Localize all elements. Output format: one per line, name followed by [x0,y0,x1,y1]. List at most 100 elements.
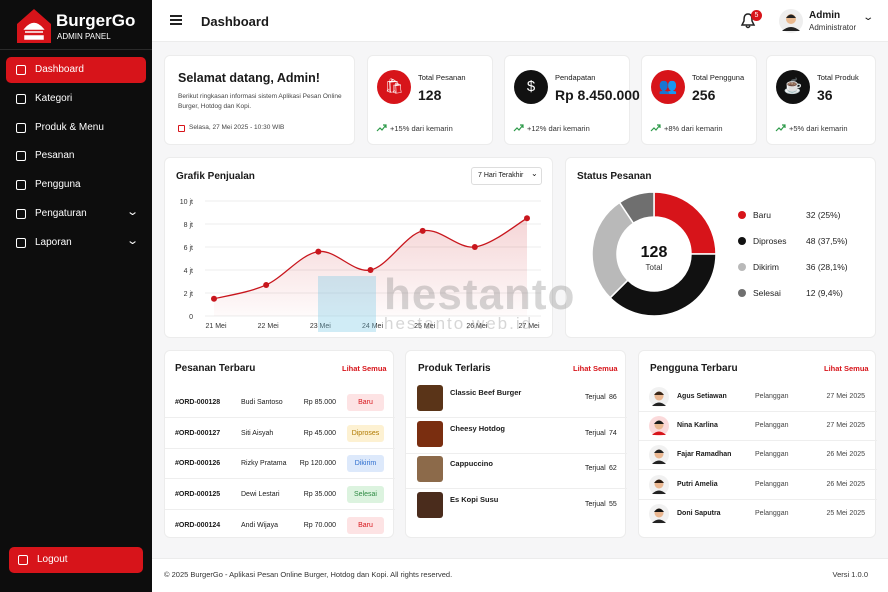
sold-label: Terjual [585,501,606,509]
brand-name: BurgerGo [56,11,136,30]
order-id: #ORD-000124 [175,521,221,529]
logo-burger [23,22,45,40]
watermark-text: hestanto [384,270,576,319]
user-name: Agus Setiawan [677,393,727,400]
user-row: Putri Amelia Pelanggan 26 Mei 2025 [639,471,877,500]
stat-icon: $ [514,70,548,104]
user-date: 26 Mei 2025 [826,480,865,488]
avatar-body [652,460,666,465]
sales-chart: 0 2 jt 4 jt 6 jt 8 jt 10 jt 21 Mei 22 Mei 23 Mei… [180,199,541,330]
order-total: Rp 70.000 [303,521,336,529]
menu-item[interactable]: Kategori [6,86,146,112]
user-name: Putri Amelia [677,480,718,488]
menu-label: Pengaturan [35,208,87,219]
stat-icon: ☕ [776,70,810,104]
menu-toggle-mid [170,19,182,21]
y-tick-label: 10 jt [180,199,193,206]
avatar-body [652,431,666,436]
menu-item[interactable]: Dashboard [6,57,146,83]
sold-label: Terjual [585,465,606,473]
stat-label: Total Pengguna [692,73,745,82]
view-all-link[interactable]: Lihat Semua [342,364,387,373]
legend-label: Baru [753,210,771,220]
status-donut: Baru 32 (25%) Diproses 48 (37,5%) Dikirim 36 … [591,191,848,317]
legend-label: Dikirim [753,262,779,272]
menu-item[interactable]: Pengguna [6,172,146,198]
donut-total-label: Total [646,263,663,272]
menu-toggle[interactable] [170,15,182,25]
footer-bar [152,558,888,592]
user-row: Fajar Ramadhan Pelanggan 26 Mei 2025 [639,441,877,471]
menu-item[interactable]: Pengaturan ⌄ [6,201,146,227]
product-row: Cheesy Hotdog Terjual 74 [406,419,627,454]
stat-label: Total Pesanan [418,73,466,82]
user-date: 26 Mei 2025 [826,451,865,459]
admin-name: Admin [809,10,841,21]
legend-value: 48 (37,5%) [806,236,848,246]
y-tick-label: 0 [189,314,193,321]
stat-icon: 🛍 [377,70,411,104]
trend-arrow [650,124,661,132]
menu-item[interactable]: Produk & Menu [6,115,146,141]
order-customer: Budi Santoso [241,399,283,406]
notification-bell [740,13,756,29]
user-role: Pelanggan [755,451,789,459]
admin-role: Administrator [809,23,857,32]
order-customer: Dewi Lestari [241,491,280,499]
order-total: Rp 45.000 [303,429,336,437]
recent-users-card: Pengguna Terbaru Lihat Semua Agus Setiawan… [638,350,877,538]
notification-badge[interactable]: 5 [751,10,762,21]
menu-icon [16,65,26,75]
sold-label: Terjual [585,429,606,437]
sold-label: Terjual [585,394,606,401]
menu-label: Pengguna [35,179,81,191]
view-all-link[interactable]: Lihat Semua [824,364,869,373]
stat-change: +5% dari kemarin [789,124,848,133]
order-total: Rp 120.000 [299,460,336,468]
stat-change: +15% dari kemarin [390,124,453,133]
y-tick-label: 6 jt [184,245,193,252]
view-all-link[interactable]: Lihat Semua [573,364,618,373]
admin-chevron[interactable]: ⌄ [862,12,875,23]
user-role: Pelanggan [755,393,789,400]
x-tick-label: 24 Mei [362,323,383,330]
chart-filter[interactable]: 7 Hari Terakhir ⌄ [471,167,542,185]
sales-point [471,244,478,250]
stat-value: 256 [692,87,716,103]
avatar-hair [786,14,796,18]
user-row: Agus Setiawan Pelanggan 27 Mei 2025 [639,383,877,412]
logout-button[interactable]: Logout [9,547,143,573]
stat-change: +12% dari kemarin [527,124,590,133]
legend-swatch [738,237,746,245]
sales-chart-card: Grafik Penjualan 7 Hari Terakhir ⌄ 0 2 jt 4 j… [164,157,553,338]
stat-value: 36 [817,87,833,103]
chart-filter-label: 7 Hari Terakhir [478,172,524,179]
product-name: Cappuccino [450,459,493,469]
order-row: #ORD-000127 Siti Aisyah Rp 45.000 Diproses [165,419,395,449]
order-row: #ORD-000128 Budi Santoso Rp 85.000 Baru [165,388,395,418]
order-row: #ORD-000126 Rizky Pratama Rp 120.000 Dikiri… [165,449,395,480]
status-badge: Baru [347,394,384,411]
calendar-icon [178,125,185,132]
trend-arrow [376,124,387,132]
menu-item[interactable]: Laporan ⌄ [6,230,146,256]
user-avatar [649,474,669,495]
chart-title: Grafik Penjualan [176,171,255,182]
avatar-hair [654,420,664,425]
user-avatar [649,416,669,437]
menu-icon [16,93,26,104]
user-row: Doni Saputra Pelanggan 25 Mei 2025 [639,500,877,529]
sold-count: 86 [609,394,617,401]
logout-label: Logout [37,554,68,565]
menu-chevron: ⌄ [126,234,140,247]
avatar-hair [654,391,664,395]
sales-point [263,281,270,288]
avatar-body [782,27,800,31]
order-id: #ORD-000126 [175,460,221,468]
menu-label: Pesanan [35,150,75,162]
welcome-title: Selamat datang, Admin! [178,71,320,85]
stat-card: $ Pendapatan Rp 8.450.000 +12% dari kemarin [504,55,640,145]
x-tick-label: 21 Mei [205,323,226,330]
menu-item[interactable]: Pesanan [6,143,146,169]
